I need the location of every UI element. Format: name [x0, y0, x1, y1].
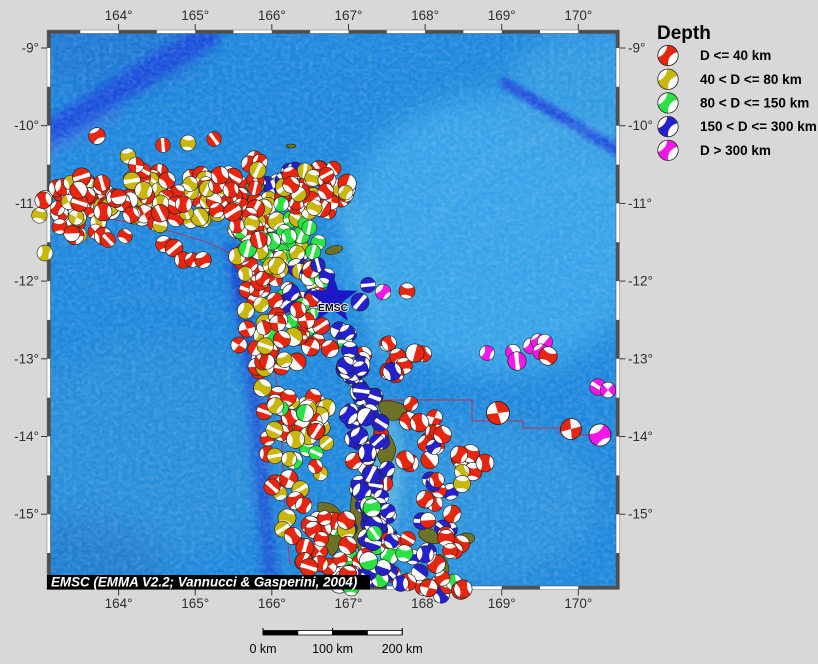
- svg-text:-11°: -11°: [15, 196, 39, 211]
- svg-text:169°: 169°: [488, 8, 516, 23]
- svg-text:-15°: -15°: [14, 507, 39, 522]
- svg-text:-12°: -12°: [14, 274, 39, 289]
- svg-text:-13°: -13°: [14, 351, 39, 366]
- svg-text:40 < D <= 80 km: 40 < D <= 80 km: [700, 72, 802, 87]
- svg-text:-9°: -9°: [628, 41, 645, 56]
- svg-text:167°: 167°: [335, 8, 363, 23]
- svg-text:D <= 40 km: D <= 40 km: [700, 48, 771, 63]
- svg-text:200 km: 200 km: [382, 642, 423, 656]
- svg-text:168°: 168°: [411, 8, 439, 23]
- svg-text:-12°: -12°: [628, 274, 653, 289]
- svg-text:167°: 167°: [335, 596, 363, 611]
- svg-text:170°: 170°: [564, 8, 592, 23]
- svg-text:80 < D <= 150 km: 80 < D <= 150 km: [700, 96, 809, 111]
- svg-text:-10°: -10°: [14, 118, 39, 133]
- svg-text:-15°: -15°: [628, 507, 653, 522]
- svg-text:168°: 168°: [411, 596, 439, 611]
- svg-text:-14°: -14°: [628, 429, 653, 444]
- svg-text:100 km: 100 km: [312, 642, 353, 656]
- svg-text:170°: 170°: [564, 596, 592, 611]
- svg-text:Depth: Depth: [657, 23, 711, 44]
- svg-text:166°: 166°: [258, 596, 286, 611]
- svg-text:EMSC: EMSC: [318, 302, 349, 314]
- svg-text:164°: 164°: [105, 8, 133, 23]
- svg-text:-9°: -9°: [22, 41, 39, 56]
- svg-text:-13°: -13°: [628, 351, 653, 366]
- svg-text:D > 300 km: D > 300 km: [700, 143, 771, 158]
- svg-text:-14°: -14°: [14, 429, 39, 444]
- svg-text:164°: 164°: [105, 596, 133, 611]
- svg-text:EMSC (EMMA V2.2; Vannucci & Ga: EMSC (EMMA V2.2; Vannucci & Gasperini, 2…: [51, 575, 358, 590]
- svg-text:169°: 169°: [488, 596, 516, 611]
- svg-text:-11°: -11°: [628, 196, 652, 211]
- svg-text:-10°: -10°: [628, 118, 653, 133]
- svg-text:0 km: 0 km: [249, 642, 276, 656]
- svg-text:165°: 165°: [181, 596, 209, 611]
- svg-text:165°: 165°: [181, 8, 209, 23]
- svg-text:166°: 166°: [258, 8, 286, 23]
- svg-text:150 < D <= 300 km: 150 < D <= 300 km: [700, 119, 817, 134]
